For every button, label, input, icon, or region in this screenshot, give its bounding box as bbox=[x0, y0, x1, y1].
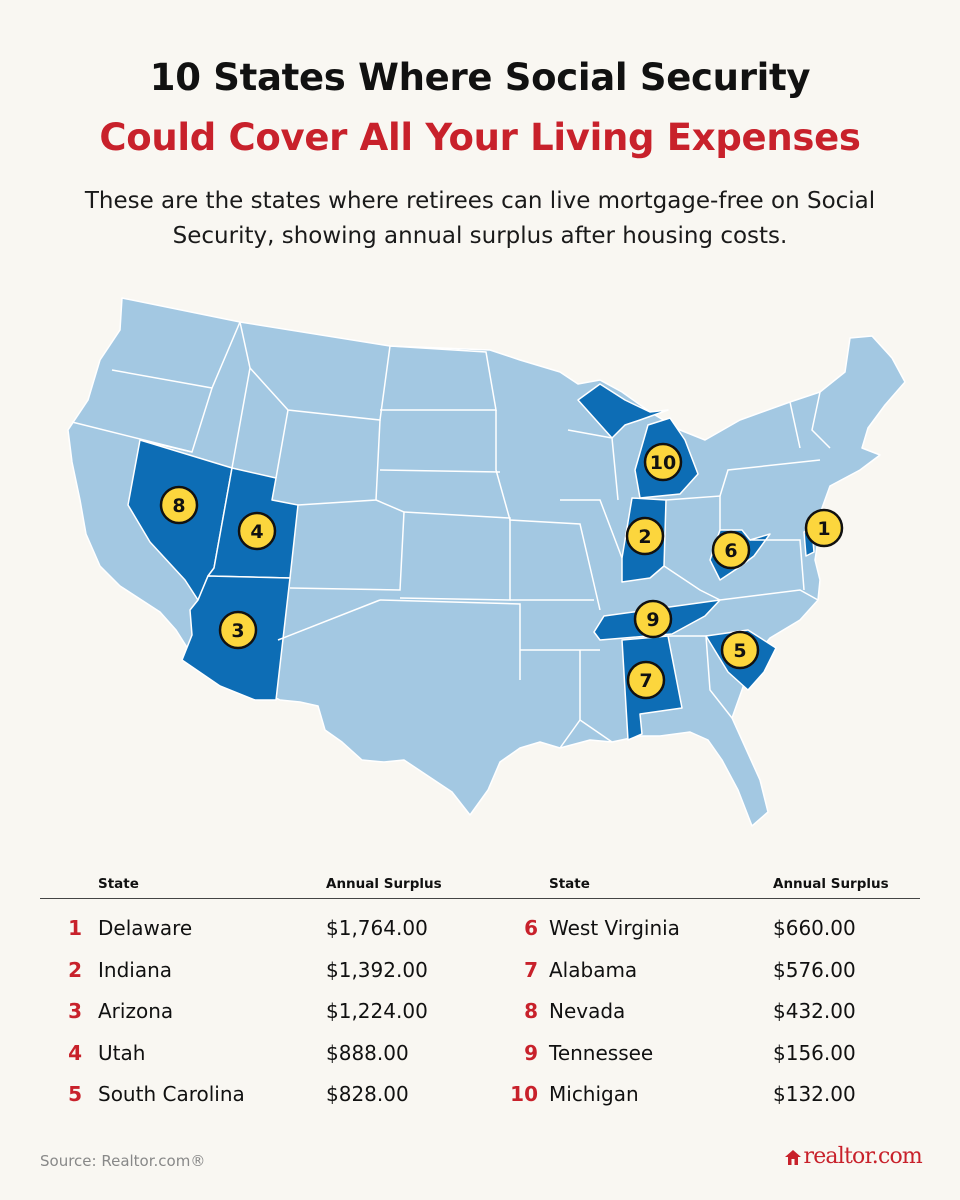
rank-badge: 1 bbox=[804, 508, 844, 548]
table-row-surplus: $1,764.00 bbox=[326, 916, 428, 940]
table-row-surplus: $432.00 bbox=[773, 999, 856, 1024]
rank-badge-number: 10 bbox=[650, 452, 676, 474]
table-header-surplus-left: Annual Surplus bbox=[326, 876, 442, 892]
rank-badge-number: 1 bbox=[817, 518, 830, 540]
table-row-surplus: $1,224.00 bbox=[326, 999, 428, 1024]
table-row-rank: 2 bbox=[68, 957, 82, 982]
table-row-surplus: $660.00 bbox=[773, 916, 856, 940]
rank-badge-circle bbox=[711, 530, 751, 570]
table-row-state: Michigan bbox=[549, 1082, 639, 1107]
table-row-rank: 4 bbox=[68, 1040, 82, 1065]
rank-badge-circle bbox=[633, 599, 673, 639]
table-row-state: Indiana bbox=[98, 957, 173, 982]
table-row-state: Utah bbox=[98, 1040, 146, 1065]
rank-badge-number: 6 bbox=[724, 540, 737, 562]
rank-badge-circle bbox=[218, 610, 258, 650]
rank-badge-circle bbox=[804, 508, 844, 548]
table-row-state: South Carolina bbox=[98, 1082, 245, 1107]
table-row-rank: 6 bbox=[524, 916, 538, 940]
table-row-state: Arizona bbox=[98, 999, 174, 1024]
logo-text: realtor.com bbox=[803, 1144, 923, 1169]
rank-badge-circle bbox=[643, 442, 683, 482]
title-line-2: Could Cover All Your Living Expenses bbox=[99, 116, 861, 159]
table-row-state: Delaware bbox=[98, 916, 193, 940]
table-header-state-left: State bbox=[98, 876, 139, 892]
realtor-logo: realtor.com bbox=[784, 1144, 923, 1169]
table-divider bbox=[40, 898, 920, 899]
table-row-surplus: $828.00 bbox=[326, 1082, 409, 1107]
rank-badge-number: 4 bbox=[250, 521, 263, 543]
table-row-rank: 10 bbox=[510, 1082, 538, 1107]
rank-badge: 2 bbox=[625, 516, 665, 556]
table-row-rank: 9 bbox=[524, 1040, 538, 1065]
rank-badge-circle bbox=[626, 660, 666, 700]
rank-badge-circle bbox=[625, 516, 665, 556]
source-note: Source: Realtor.com® bbox=[40, 1152, 206, 1170]
rank-badge-number: 8 bbox=[172, 495, 185, 517]
rank-badge-number: 2 bbox=[638, 526, 651, 548]
rank-badges: 1 2 3 4 5 6 7 8 9 10 bbox=[159, 442, 844, 700]
table-row-surplus: $888.00 bbox=[326, 1040, 409, 1065]
table-row-surplus: $132.00 bbox=[773, 1082, 856, 1107]
house-icon bbox=[784, 1149, 801, 1165]
rank-badge: 10 bbox=[643, 442, 683, 482]
table-row-surplus: $1,392.00 bbox=[326, 957, 428, 982]
table-row-state: West Virginia bbox=[549, 916, 680, 940]
table-row-rank: 7 bbox=[524, 957, 538, 982]
table-header-surplus-right: Annual Surplus bbox=[773, 876, 889, 892]
table-row-state: Alabama bbox=[549, 957, 638, 982]
title-line-1: 10 States Where Social Security bbox=[149, 56, 811, 99]
rank-badge: 6 bbox=[711, 530, 751, 570]
table-row-state: Nevada bbox=[549, 999, 626, 1024]
rank-badge: 3 bbox=[218, 610, 258, 650]
state-borders bbox=[71, 321, 831, 749]
table-row-state: Tennessee bbox=[549, 1040, 654, 1065]
table-row-surplus: $156.00 bbox=[773, 1040, 856, 1065]
rank-badge: 9 bbox=[633, 599, 673, 639]
table-header-state-right: State bbox=[549, 876, 590, 892]
rank-badge: 5 bbox=[720, 630, 760, 670]
rank-badge-circle bbox=[720, 630, 760, 670]
table-row-rank: 5 bbox=[68, 1082, 82, 1107]
subtitle: These are the states where retirees can … bbox=[84, 188, 876, 249]
state-michigan-upper bbox=[577, 383, 669, 439]
table-row-rank: 1 bbox=[68, 916, 82, 940]
rank-badge: 7 bbox=[626, 660, 666, 700]
rank-badge-number: 7 bbox=[639, 670, 652, 692]
table-row-rank: 3 bbox=[68, 999, 82, 1024]
rank-badge-number: 9 bbox=[646, 609, 659, 631]
rank-badge-circle bbox=[237, 511, 277, 551]
table-row-rank: 8 bbox=[524, 999, 538, 1024]
table-row-surplus: $576.00 bbox=[773, 957, 856, 982]
rank-badge: 8 bbox=[159, 485, 199, 525]
rank-badge: 4 bbox=[237, 511, 277, 551]
rank-badge-number: 5 bbox=[733, 640, 746, 662]
rank-badge-circle bbox=[159, 485, 199, 525]
rank-badge-number: 3 bbox=[231, 620, 244, 642]
us-map: 1 2 3 4 5 6 7 8 9 10 bbox=[67, 297, 906, 827]
